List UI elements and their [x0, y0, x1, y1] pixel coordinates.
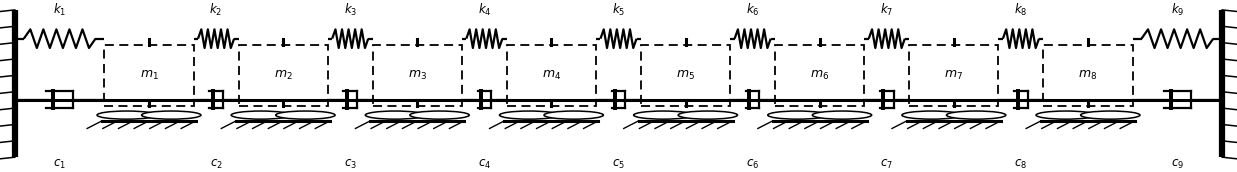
Text: $k_{9}$: $k_{9}$ [1170, 2, 1184, 18]
Text: $m_{5}$: $m_{5}$ [677, 68, 695, 82]
Text: $m_{8}$: $m_{8}$ [1079, 68, 1097, 82]
Text: $m_{4}$: $m_{4}$ [542, 68, 562, 82]
Text: $m_{3}$: $m_{3}$ [408, 68, 427, 82]
Text: $c_{6}$: $c_{6}$ [746, 157, 760, 170]
Text: $k_{2}$: $k_{2}$ [209, 2, 223, 18]
Text: $c_{2}$: $c_{2}$ [209, 157, 223, 170]
Circle shape [365, 111, 424, 119]
Text: $c_{4}$: $c_{4}$ [477, 157, 491, 170]
Circle shape [500, 111, 559, 119]
Text: $c_{3}$: $c_{3}$ [344, 157, 356, 170]
Circle shape [96, 111, 156, 119]
Text: $c_{9}$: $c_{9}$ [1170, 157, 1184, 170]
Text: $c_{1}$: $c_{1}$ [53, 157, 66, 170]
Text: $k_{4}$: $k_{4}$ [477, 2, 491, 18]
Text: $c_{7}$: $c_{7}$ [881, 157, 893, 170]
Text: $k_{1}$: $k_{1}$ [53, 2, 67, 18]
Text: $k_{5}$: $k_{5}$ [612, 2, 625, 18]
Circle shape [544, 111, 604, 119]
Bar [372, 45, 461, 106]
Bar [239, 45, 328, 106]
Text: $k_{6}$: $k_{6}$ [746, 2, 760, 18]
Text: $m_{2}$: $m_{2}$ [273, 68, 292, 82]
Bar [507, 45, 596, 106]
Circle shape [946, 111, 1006, 119]
Circle shape [1037, 111, 1096, 119]
Text: $c_{8}$: $c_{8}$ [1014, 157, 1028, 170]
Circle shape [141, 111, 200, 119]
Circle shape [231, 111, 291, 119]
Text: $c_{5}$: $c_{5}$ [612, 157, 625, 170]
Circle shape [1081, 111, 1141, 119]
Circle shape [678, 111, 737, 119]
Text: $m_{7}$: $m_{7}$ [944, 68, 964, 82]
Bar [104, 45, 193, 106]
Bar [1044, 45, 1133, 106]
Text: $m_{6}$: $m_{6}$ [810, 68, 829, 82]
Bar [909, 45, 998, 106]
Text: $m_{1}$: $m_{1}$ [140, 68, 158, 82]
Text: $k_{3}$: $k_{3}$ [344, 2, 357, 18]
Circle shape [813, 111, 872, 119]
Text: $k_{8}$: $k_{8}$ [1014, 2, 1028, 18]
Circle shape [768, 111, 828, 119]
Circle shape [633, 111, 693, 119]
Circle shape [902, 111, 961, 119]
Text: $k_{7}$: $k_{7}$ [881, 2, 893, 18]
Circle shape [409, 111, 469, 119]
Bar [641, 45, 730, 106]
Circle shape [276, 111, 335, 119]
Bar [776, 45, 865, 106]
